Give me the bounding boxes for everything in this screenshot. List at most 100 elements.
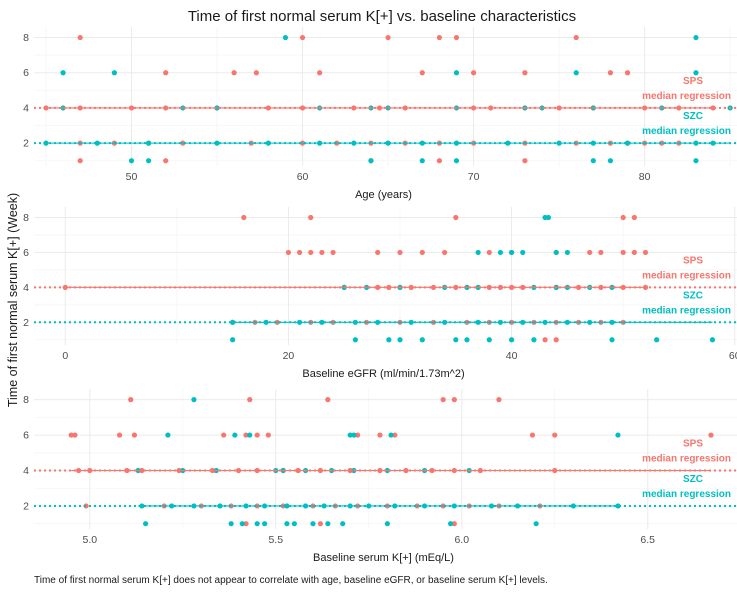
point-sps xyxy=(325,397,331,403)
point-sps xyxy=(522,70,528,76)
point-szc xyxy=(615,503,621,509)
point-szc xyxy=(564,249,570,256)
point-sps xyxy=(392,432,398,438)
x-tick-label: 6.0 xyxy=(454,534,469,546)
point-szc xyxy=(447,521,454,527)
point-sps xyxy=(299,34,306,41)
annotation-szc-sub: median regression xyxy=(642,305,731,316)
point-szc xyxy=(60,70,66,76)
x-tick-label: 20 xyxy=(283,350,295,362)
point-sps xyxy=(317,70,323,76)
x-tick-label: 50 xyxy=(126,171,138,183)
point-sps xyxy=(317,521,324,527)
chart-caption: Time of first normal serum K[+] does not… xyxy=(34,575,548,586)
point-sps xyxy=(77,34,83,41)
point-sps xyxy=(83,503,89,509)
point-szc xyxy=(191,397,197,403)
point-sps xyxy=(231,70,237,76)
point-szc xyxy=(111,70,117,76)
point-szc xyxy=(531,337,537,343)
point-szc xyxy=(351,432,357,438)
point-sps xyxy=(587,249,593,256)
x-tick-label: 0 xyxy=(62,350,68,362)
point-sps xyxy=(243,432,249,438)
point-szc xyxy=(693,34,699,41)
point-sps xyxy=(708,432,714,438)
point-sps xyxy=(542,337,548,343)
y-tick-label: 6 xyxy=(23,430,29,442)
point-szc xyxy=(239,521,245,527)
point-szc xyxy=(282,34,289,41)
point-sps xyxy=(496,397,502,403)
point-szc xyxy=(709,337,716,343)
point-sps xyxy=(436,34,442,41)
x-tick-label: 5.5 xyxy=(268,534,283,546)
annotation-sps-sub: median regression xyxy=(642,270,731,281)
x-tick-label: 6.5 xyxy=(640,534,655,546)
point-szc xyxy=(247,432,253,438)
point-sps xyxy=(553,337,559,343)
point-sps xyxy=(385,34,391,41)
point-sps xyxy=(620,214,626,221)
annotation-szc: SZC xyxy=(683,111,703,122)
point-sps xyxy=(607,70,614,76)
point-sps xyxy=(436,158,442,164)
point-sps xyxy=(453,34,460,41)
point-sps xyxy=(131,432,138,438)
point-sps xyxy=(247,397,253,403)
y-tick-label: 2 xyxy=(23,500,29,512)
x-tick-label: 60 xyxy=(729,350,737,362)
point-szc xyxy=(146,158,152,164)
point-szc xyxy=(453,337,459,343)
y-tick-label: 2 xyxy=(23,317,29,329)
y-tick-label: 6 xyxy=(23,67,29,79)
chart-title: Time of first normal serum K[+] vs. base… xyxy=(188,8,576,25)
point-sps xyxy=(355,432,361,438)
point-sps xyxy=(243,521,249,527)
point-szc xyxy=(291,521,297,527)
point-szc xyxy=(325,521,331,527)
x-axis-label: Baseline eGFR (ml/min/1.73m^2) xyxy=(302,368,464,380)
point-szc xyxy=(693,158,699,164)
point-szc xyxy=(520,249,526,256)
point-szc xyxy=(397,337,403,343)
x-tick-label: 60 xyxy=(297,171,309,183)
point-szc xyxy=(453,70,460,76)
point-sps xyxy=(442,249,448,256)
point-sps xyxy=(710,105,716,111)
point-szc xyxy=(419,158,425,164)
panel-2: 2 4 6 8 0 20 40 60 Baseline eGFR (ml/min/1.73m^2… xyxy=(23,207,737,380)
point-sps xyxy=(221,432,227,438)
point-szc xyxy=(347,432,353,438)
y-tick-label: 4 xyxy=(23,465,29,477)
point-szc xyxy=(553,249,559,256)
point-szc xyxy=(654,337,660,343)
annotation-sps: SPS xyxy=(683,255,703,266)
point-szc xyxy=(340,521,346,527)
annotation-sps: SPS xyxy=(683,439,703,450)
point-szc xyxy=(615,432,621,438)
point-sps xyxy=(486,249,492,256)
point-szc xyxy=(368,158,374,164)
point-sps xyxy=(470,70,477,76)
x-tick-label: 80 xyxy=(639,171,651,183)
point-sps xyxy=(552,432,558,438)
point-sps xyxy=(451,521,457,527)
point-sps xyxy=(330,249,336,256)
y-tick-label: 8 xyxy=(23,212,29,224)
point-szc xyxy=(573,70,579,76)
point-szc xyxy=(464,337,470,343)
point-szc xyxy=(228,521,234,527)
point-sps xyxy=(419,249,425,256)
point-sps xyxy=(631,214,637,221)
point-szc xyxy=(262,521,268,527)
point-sps xyxy=(77,158,83,164)
point-sps xyxy=(254,432,260,438)
point-sps xyxy=(529,432,536,438)
point-szc xyxy=(128,158,135,164)
point-sps xyxy=(377,432,383,438)
point-szc xyxy=(232,432,238,438)
point-sps xyxy=(241,214,247,221)
y-tick-label: 8 xyxy=(23,32,29,44)
